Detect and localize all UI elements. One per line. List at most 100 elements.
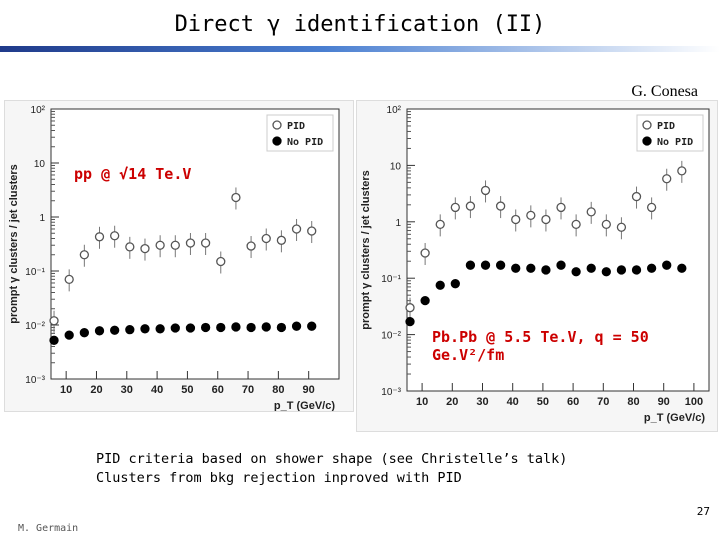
pid-data-point bbox=[495, 201, 506, 211]
x-tick-label: 60 bbox=[567, 396, 579, 408]
pid-data-point bbox=[435, 219, 445, 230]
y-tick-label: 10² bbox=[387, 105, 402, 116]
pid-data-point bbox=[125, 242, 135, 252]
pbpb-chart-panel: 10² 10 1 10⁻¹ 10⁻² 10⁻³ 10 20 30 40 50 60 70 80 90 100 p… bbox=[356, 100, 718, 432]
y-tick-label: 1 bbox=[395, 218, 401, 229]
pid-data-point bbox=[231, 192, 241, 203]
nopid-data-point bbox=[646, 263, 657, 273]
pid-data-point bbox=[601, 219, 611, 230]
x-tick-label: 40 bbox=[507, 396, 519, 408]
pid-data-point bbox=[200, 238, 211, 248]
y-tick-label: 10 bbox=[390, 161, 402, 172]
nopid-data-point bbox=[480, 260, 491, 270]
nopid-data-point bbox=[526, 263, 536, 273]
nopid-data-point bbox=[450, 279, 460, 289]
pid-data-point bbox=[541, 214, 551, 225]
x-tick-label: 20 bbox=[90, 384, 102, 396]
nopid-data-point bbox=[601, 267, 611, 277]
pp-chart-panel: 10² 10 1 10⁻¹ 10⁻² 10⁻³ 10 20 30 40 50 60 70 80 90 p_T … bbox=[4, 100, 354, 412]
nopid-data-point bbox=[495, 260, 506, 270]
x-tick-label: 80 bbox=[627, 396, 639, 408]
x-tick-label: 50 bbox=[181, 384, 193, 396]
x-tick-label: 70 bbox=[242, 384, 254, 396]
pid-data-point bbox=[616, 222, 627, 232]
note-line: Clusters from bkg rejection inproved wit… bbox=[96, 470, 462, 486]
legend-marker bbox=[272, 120, 282, 130]
x-tick-label: 40 bbox=[151, 384, 163, 396]
nopid-data-point bbox=[200, 322, 211, 333]
pid-data-point bbox=[405, 303, 415, 313]
x-tick-label: 90 bbox=[658, 396, 670, 408]
pid-data-point bbox=[307, 226, 317, 236]
pid-data-point bbox=[185, 238, 196, 248]
pid-data-point bbox=[556, 202, 566, 213]
pid-data-point bbox=[246, 241, 256, 251]
y-tick-label: 10⁻² bbox=[25, 321, 45, 332]
notes-block: PID criteria based on shower shape (see … bbox=[96, 450, 567, 488]
nopid-data-point bbox=[405, 316, 415, 327]
nopid-data-point bbox=[465, 260, 476, 270]
y-tick-label: 10⁻³ bbox=[25, 375, 45, 386]
nopid-data-point bbox=[125, 325, 135, 335]
pid-data-point bbox=[646, 202, 657, 213]
legend-label: PID bbox=[287, 121, 305, 132]
legend-label: No PID bbox=[287, 137, 323, 148]
nopid-data-point bbox=[511, 263, 521, 273]
nopid-data-point bbox=[662, 260, 672, 270]
x-tick-label: 30 bbox=[121, 384, 133, 396]
x-tick-label: 90 bbox=[303, 384, 315, 396]
nopid-data-point bbox=[571, 267, 581, 277]
pid-data-point bbox=[170, 240, 180, 250]
nopid-data-point bbox=[586, 263, 596, 273]
title-divider bbox=[0, 46, 720, 52]
pid-data-point bbox=[662, 174, 672, 184]
pid-data-point bbox=[450, 202, 460, 213]
pp-chart: 10² 10 1 10⁻¹ 10⁻² 10⁻³ 10 20 30 40 50 60 70 80 90 p_T … bbox=[8, 105, 340, 411]
x-tick-label: 10 bbox=[60, 384, 72, 396]
pid-data-point bbox=[276, 235, 287, 245]
y-tick-label: 10⁻¹ bbox=[381, 274, 401, 285]
y-tick-label: 1 bbox=[39, 213, 45, 224]
pbpb-chart: 10² 10 1 10⁻¹ 10⁻² 10⁻³ 10 20 30 40 50 60 70 80 90 100 p… bbox=[360, 105, 710, 424]
nopid-data-point bbox=[170, 323, 180, 333]
nopid-data-point bbox=[616, 265, 627, 275]
x-tick-label: 10 bbox=[416, 396, 428, 408]
nopid-data-point bbox=[64, 330, 74, 340]
nopid-data-point bbox=[291, 321, 302, 331]
x-tick-label: 30 bbox=[476, 396, 488, 408]
pid-data-point bbox=[631, 191, 642, 202]
nopid-data-point bbox=[556, 260, 566, 270]
plot-frame bbox=[406, 108, 710, 392]
x-axis-label: p_T (GeV/c) bbox=[274, 400, 335, 411]
x-tick-label: 100 bbox=[685, 396, 703, 408]
nopid-data-point bbox=[94, 326, 105, 336]
pbpb-annotation: Pb.Pb @ 5.5 Te.V, q = 50 Ge.V²/fm bbox=[432, 328, 649, 364]
nopid-data-point bbox=[110, 325, 120, 335]
author-name: G. Conesa bbox=[631, 83, 698, 100]
y-tick-label: 10² bbox=[31, 105, 46, 116]
pid-data-point bbox=[586, 207, 596, 217]
pid-data-point bbox=[571, 219, 581, 230]
nopid-data-point bbox=[420, 295, 430, 306]
pid-data-point bbox=[49, 316, 59, 326]
y-axis-label: prompt γ clusters / jet clusters bbox=[360, 170, 372, 330]
pid-data-point bbox=[94, 232, 105, 242]
x-tick-label: 50 bbox=[537, 396, 549, 408]
pid-data-point bbox=[677, 166, 687, 176]
nopid-data-point bbox=[140, 324, 150, 334]
note-line: PID criteria based on shower shape (see … bbox=[96, 451, 568, 467]
x-axis-label: p_T (GeV/c) bbox=[644, 412, 705, 424]
pid-data-point bbox=[465, 201, 476, 211]
nopid-data-point bbox=[631, 265, 642, 275]
pid-data-point bbox=[526, 210, 536, 221]
nopid-data-point bbox=[216, 322, 226, 333]
pid-data-point bbox=[291, 224, 302, 234]
nopid-data-point bbox=[155, 324, 165, 334]
pid-data-point bbox=[261, 233, 271, 244]
pid-data-point bbox=[110, 231, 120, 241]
pid-data-point bbox=[155, 240, 165, 250]
nopid-data-point bbox=[276, 322, 287, 333]
legend-label: No PID bbox=[657, 137, 693, 148]
pid-data-point bbox=[64, 274, 74, 285]
nopid-data-point bbox=[79, 328, 89, 338]
